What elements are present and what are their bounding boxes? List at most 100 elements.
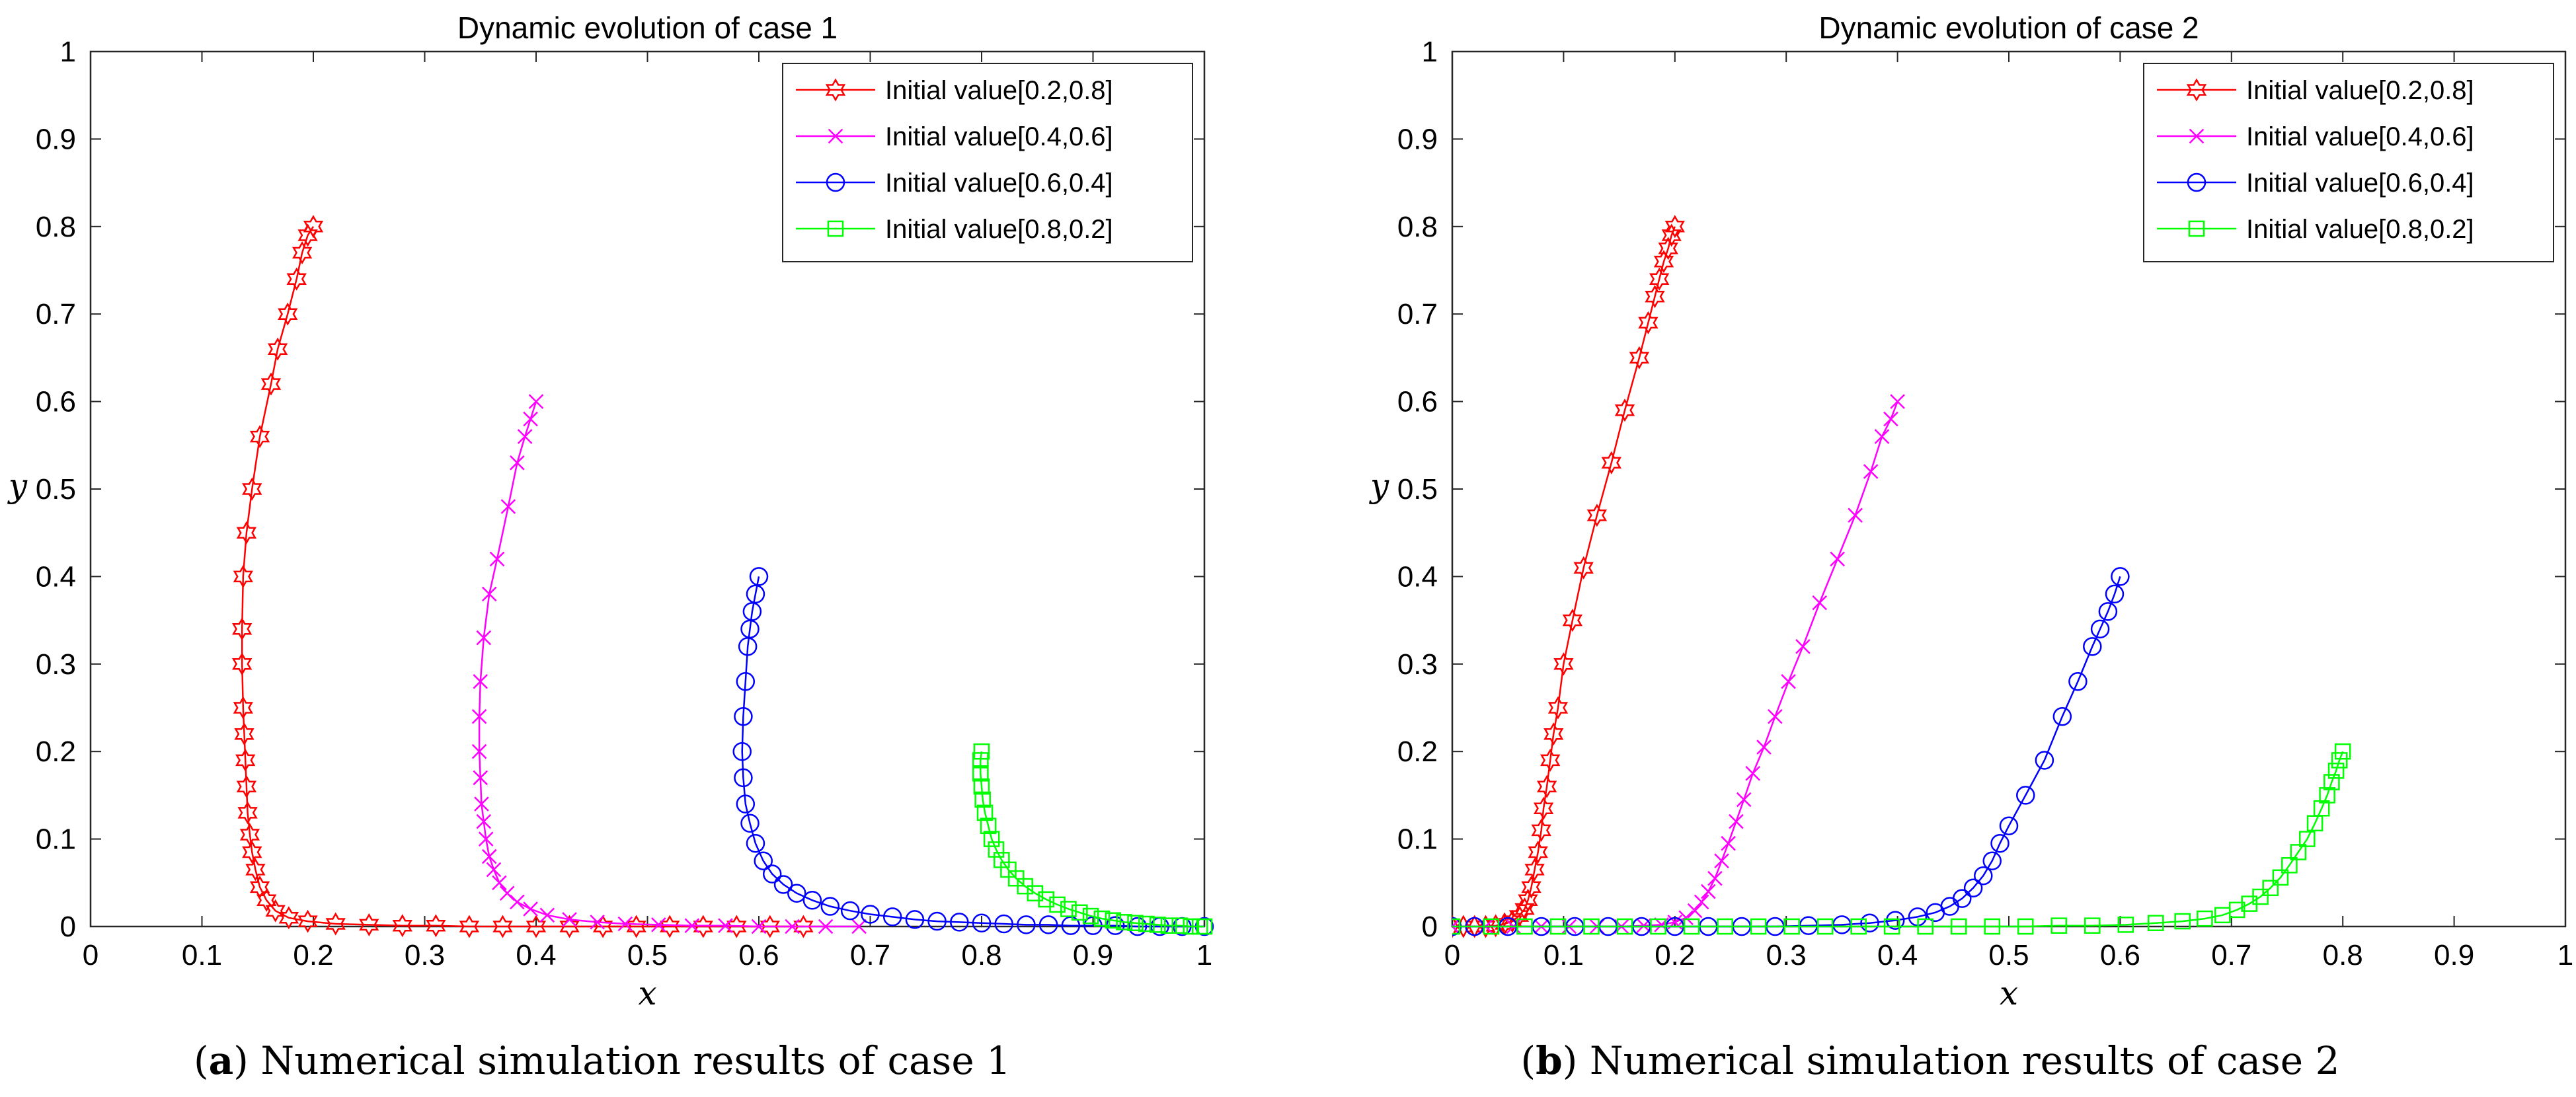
data-point [2016,786,2035,805]
y-tick-label: 0.5 [36,473,76,506]
x-tick-label: 1 [1196,939,1212,971]
data-point [693,915,713,938]
data-point [787,884,806,903]
data-point [1105,912,1122,929]
data-point [359,913,379,936]
data-point [972,752,989,769]
x-tick-label: 0.2 [1655,939,1695,971]
data-point [740,813,760,833]
data-point [473,673,488,689]
series-group [1452,215,2351,938]
data-point [2117,917,2134,933]
data-point [1518,888,1538,912]
data-point [1982,851,2002,870]
data-point [760,915,780,938]
data-point [861,905,880,924]
caption-close-paren: ) [233,1038,260,1083]
legend-item-4: Initial value[0.8,0.2] [2157,215,2474,244]
data-point [473,770,488,786]
data-point [988,841,1005,858]
y-tick-label: 0.7 [36,298,76,330]
data-point [793,915,814,938]
data-point [1128,917,1148,936]
data-point [1573,556,1594,580]
data-point [617,916,633,932]
data-point [2174,913,2191,930]
data-point [1650,918,1666,935]
data-point [1017,915,1036,934]
caption-text: Numerical simulation results of case 1 [260,1038,1011,1083]
x-tick-label: 0.8 [2323,939,2363,971]
data-point [237,801,258,825]
data-point [1528,841,1548,864]
series-group [232,215,1214,938]
legend-label: Initial value[0.4,0.6] [885,122,1113,151]
data-point [1694,894,1709,910]
caption-close-paren: ) [1563,1038,1590,1083]
data-point [539,907,555,923]
data-point [1533,796,1554,820]
x-tick-label: 0.8 [961,939,1001,971]
y-tick-label: 0.9 [36,123,76,155]
x-tick-label: 0 [83,939,98,971]
data-point [1638,311,1659,334]
data-point [2147,915,2164,932]
data-point [1038,915,1058,934]
data-point [1860,913,1879,932]
y-tick-label: 0.2 [36,736,76,768]
data-point [590,915,605,930]
series-line [980,751,1204,928]
data-point [974,791,991,808]
data-point [1645,285,1665,309]
data-point [325,912,346,936]
data-point [267,337,288,361]
data-point [1707,870,1723,886]
x-tick-label: 0.2 [293,939,333,971]
data-point [1524,858,1545,882]
data-point [233,696,253,720]
series-line [241,226,804,928]
x-tick-label: 0.6 [738,939,779,971]
legend-marker [825,78,846,102]
data-point [950,913,969,932]
legend-item-4: Initial value[0.8,0.2] [796,215,1113,244]
data-point [1562,609,1583,632]
data-point [905,910,925,929]
data-point [236,775,257,798]
legend-label: Initial value[0.8,0.2] [2246,215,2474,244]
data-point [265,899,286,923]
data-point [1082,907,1099,925]
data-point [562,912,577,927]
legend-marker [2188,220,2205,237]
y-tick-label: 0.5 [1397,473,1438,506]
y-axis-label: y [7,467,28,505]
data-point [1701,884,1716,899]
data-point [734,706,753,726]
data-point [2035,751,2054,770]
data-point [734,768,753,788]
data-point [2306,815,2323,832]
x-tick-label: 0.3 [405,939,445,971]
data-point [773,875,793,894]
data-point [1917,918,1933,935]
data-point [1536,775,1557,798]
data-point [292,241,313,264]
legend-marker [2189,128,2205,144]
data-point [278,302,298,326]
data-point [1816,918,1834,935]
series-2 [471,394,867,934]
data-point [1883,918,1900,935]
data-point [2299,831,2316,847]
data-point [1661,223,1682,247]
data-point [1768,708,1783,724]
data-point [492,915,513,938]
legend-label: Initial value[0.8,0.2] [885,215,1113,244]
data-point [471,743,487,759]
data-point [481,849,497,864]
data-point [684,918,700,933]
y-tick-label: 0.1 [1397,823,1438,856]
data-point [481,586,497,602]
data-point [1750,918,1767,935]
series-1 [1452,215,1685,938]
data-point [1549,918,1567,935]
